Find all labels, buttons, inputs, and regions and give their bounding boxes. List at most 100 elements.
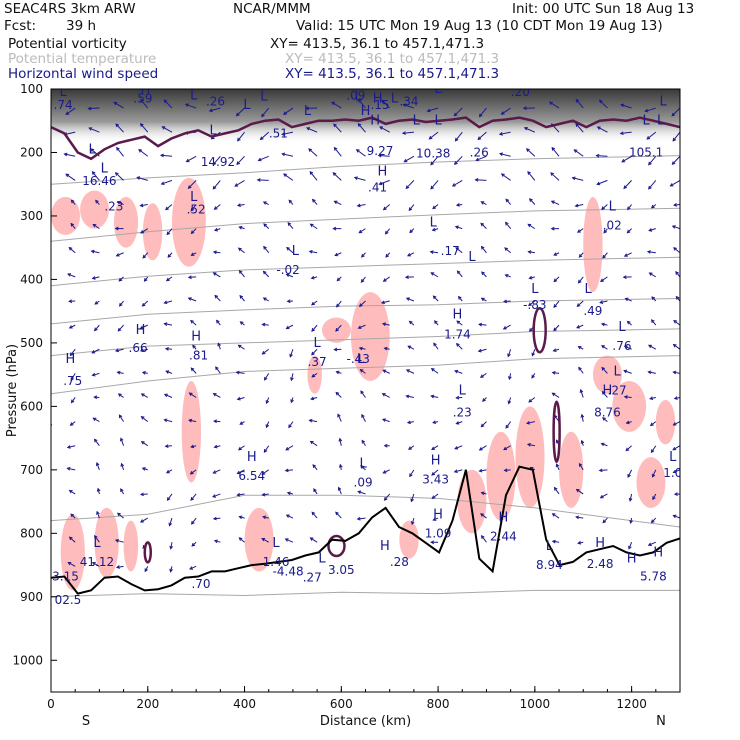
wind-vector-head [338, 463, 343, 468]
wind-vector-head [263, 449, 268, 453]
wind-vector [92, 276, 100, 279]
wind-vector-head [381, 322, 386, 327]
wind-vector [672, 225, 680, 230]
wind-vector-head [239, 421, 244, 425]
wind-vector-head [136, 176, 141, 180]
wind-vector-head [119, 437, 124, 442]
wind-vector [217, 343, 221, 350]
pv-shaded-region [612, 380, 647, 432]
wind-vector [455, 247, 463, 254]
extremum-value-label: 105.1 [629, 145, 663, 159]
wind-vector-head [481, 271, 485, 276]
wind-vector-head [159, 153, 164, 158]
low-marker: L [546, 539, 554, 554]
wind-vector [432, 204, 439, 209]
wind-vector-head [528, 398, 533, 403]
pv-shaded-region [636, 457, 666, 508]
wind-vector-head [504, 221, 509, 226]
wind-vector-head [378, 181, 383, 186]
wind-vector-head [69, 422, 74, 426]
wind-vector-head [93, 535, 98, 539]
wind-vector-head [502, 326, 507, 330]
wind-vector [309, 171, 318, 181]
low-marker: L [101, 161, 109, 176]
wind-vector-head [46, 271, 49, 274]
wind-vector [283, 107, 294, 115]
wind-vector-head [500, 111, 505, 115]
wind-vector [65, 173, 76, 181]
wind-vector [480, 222, 487, 229]
wind-vector [71, 397, 76, 403]
wind-vector [140, 517, 149, 523]
wind-vector-head [333, 200, 338, 205]
low-marker: L [260, 90, 268, 105]
wind-vector-head [551, 370, 556, 375]
wind-vector-head [406, 420, 411, 425]
wind-vector [648, 541, 657, 546]
wind-vector-head [92, 223, 97, 228]
wind-vector [528, 251, 535, 254]
wind-vector-head [312, 464, 317, 469]
wind-vector-head [187, 275, 192, 280]
wind-vector [628, 542, 633, 549]
wind-vector [648, 155, 657, 166]
wind-vector [410, 493, 415, 502]
wind-vector [481, 535, 487, 543]
wind-vector [623, 180, 632, 189]
y-axis-label: Pressure (hPa) [5, 344, 20, 437]
wind-vector-head [305, 106, 310, 111]
wind-vector [91, 250, 100, 254]
wind-vector-head [551, 146, 556, 151]
wind-vector [648, 180, 657, 190]
wind-vector-head [454, 161, 458, 166]
y-tick-label: 1000 [12, 653, 43, 667]
wind-vector [236, 107, 245, 116]
wind-vector-head [428, 135, 433, 140]
wind-vector [67, 445, 76, 449]
wind-vector-head [161, 126, 166, 130]
wind-vector-head [578, 462, 583, 467]
wind-vector-head [356, 203, 361, 208]
wind-vector-head [623, 185, 628, 190]
wind-vector-head [213, 206, 218, 210]
wind-vector-head [46, 351, 49, 354]
wind-vector [51, 349, 52, 350]
wind-vector [675, 271, 680, 278]
north-end-label: N [656, 714, 666, 729]
wind-vector-head [92, 417, 97, 422]
wind-vector-head [45, 540, 48, 543]
wind-vector [69, 490, 76, 495]
wind-vector [599, 99, 608, 109]
wind-vector [383, 469, 390, 474]
wind-vector [283, 173, 294, 181]
wind-vector [553, 300, 560, 308]
wind-vector-head [165, 206, 169, 211]
wind-vector-head [526, 420, 531, 425]
wind-vector-head [451, 183, 456, 187]
wind-vector [382, 369, 390, 374]
wind-vector [624, 396, 632, 398]
wind-vector [238, 344, 245, 350]
wind-vector-head [188, 392, 193, 396]
wind-vector [264, 373, 270, 381]
wind-vector-head [380, 300, 385, 305]
wind-vector-head [287, 222, 292, 226]
wind-vector [501, 107, 511, 115]
wind-vector [91, 348, 100, 354]
extremum-value-label: .70 [191, 577, 210, 591]
wind-vector-head [627, 206, 631, 211]
wind-vector-head [115, 253, 120, 257]
wind-vector [524, 127, 536, 133]
wind-vector [600, 300, 608, 304]
wind-vector-head [238, 225, 243, 230]
wind-vector-head [306, 127, 311, 131]
pv-closed-contour [552, 400, 561, 464]
wind-vector-head [213, 444, 218, 449]
wind-vector-head [478, 113, 483, 118]
wind-vector-head [87, 106, 92, 111]
pv-shaded-region [123, 520, 139, 572]
wind-vector [286, 514, 294, 519]
wind-vector-head [285, 447, 290, 451]
wind-vector-head [528, 328, 533, 332]
wind-vector-head [432, 420, 437, 425]
